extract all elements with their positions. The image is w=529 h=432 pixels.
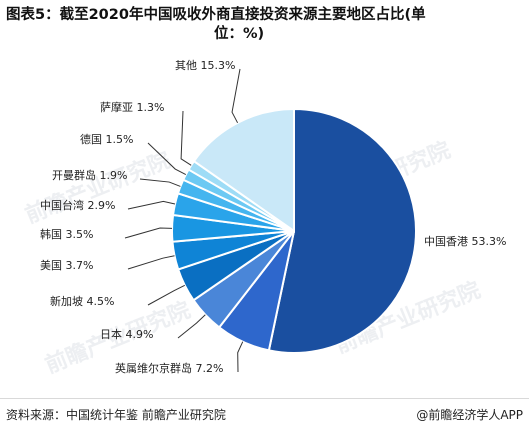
slice-label-3: 日本 4.9% bbox=[100, 327, 153, 341]
chart-title-line-1: 图表5：截至2020年中国吸收外商直接投资来源主要地区占比(单 bbox=[6, 7, 426, 23]
slice-label-4: 新加坡 4.5% bbox=[50, 294, 114, 308]
source-note: 资料来源：中国统计年鉴 前瞻产业研究院 bbox=[6, 408, 226, 422]
leader-line-4 bbox=[147, 284, 186, 306]
leader-line-8 bbox=[139, 178, 181, 187]
pie-leader-lines bbox=[124, 68, 244, 373]
pie-slice-11 bbox=[192, 107, 295, 233]
leader-line-5 bbox=[127, 255, 175, 270]
slice-label-10: 萨摩亚 1.3% bbox=[100, 100, 164, 114]
pie-slice-1 bbox=[267, 107, 417, 354]
leader-line-10 bbox=[180, 110, 192, 166]
pie-labels: 中国香港 53.3% 英属维尔京群岛 7.2% 日本 4.9% 新加坡 4.5% 美国 … bbox=[40, 59, 506, 375]
leader-line-3 bbox=[177, 314, 206, 339]
slice-label-11: 其他 15.3% bbox=[175, 59, 235, 72]
leader-line-9 bbox=[147, 142, 187, 176]
leader-line-6 bbox=[124, 227, 173, 239]
footer: 资料来源：中国统计年鉴 前瞻产业研究院 @前瞻经济学人APP bbox=[0, 398, 529, 432]
slice-label-6: 韩国 3.5% bbox=[40, 227, 93, 241]
leader-line-7 bbox=[127, 200, 176, 210]
slice-label-1: 中国香港 53.3% bbox=[424, 235, 506, 248]
chart-title: 图表5：截至2020年中国吸收外商直接投资来源主要地区占比(单 位：%) bbox=[6, 6, 521, 44]
chart-title-line-2: 位：%) bbox=[214, 26, 265, 42]
brand-credit: @前瞻经济学人APP bbox=[416, 408, 523, 422]
leader-line-2 bbox=[237, 341, 244, 373]
pie-chart: 中国香港 53.3% 英属维尔京群岛 7.2% 日本 4.9% 新加坡 4.5% 美国 … bbox=[40, 59, 506, 375]
slice-label-8: 开曼群岛 1.9% bbox=[52, 168, 127, 182]
slice-label-7: 中国台湾 2.9% bbox=[40, 198, 115, 212]
leader-line-11 bbox=[231, 68, 241, 124]
slice-label-9: 德国 1.5% bbox=[80, 132, 133, 146]
pie-slices bbox=[171, 107, 417, 354]
slice-label-2: 英属维尔京群岛 7.2% bbox=[115, 361, 223, 375]
slice-label-5: 美国 3.7% bbox=[40, 259, 93, 272]
